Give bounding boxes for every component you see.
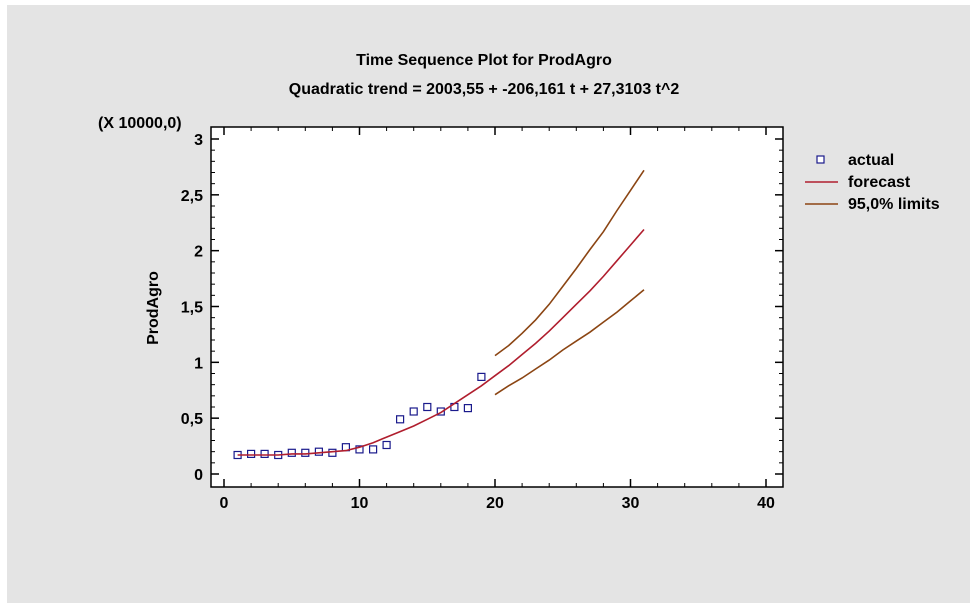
y-tick-label: 0 [194,467,203,484]
actual-point [301,448,310,457]
plot-area [210,126,784,488]
legend-marker [816,155,825,164]
y-tick-label: 2,5 [181,188,203,205]
x-tick-label: 40 [757,495,775,512]
actual-point [463,404,472,413]
actual-point [436,407,445,416]
chart-title: Time Sequence Plot for ProdAgro [356,52,612,69]
actual-point [423,402,432,412]
y-tick-label: 1,5 [181,300,203,317]
actual-point [369,445,378,454]
actual-point [247,449,256,458]
y-tick-label: 1 [194,355,203,372]
actual-point [382,440,391,450]
series-lower-limit-line [494,289,645,396]
legend-label: forecast [848,174,911,191]
actual-point [328,448,337,457]
x-tick-label: 20 [486,495,504,512]
x-tick-label: 30 [622,495,640,512]
actual-point [396,415,405,424]
legend: actual forecast 95,0% limits [805,152,940,213]
chart-subtitle: Quadratic trend = 2003,55 + -206,161 t +… [289,81,680,98]
actual-point [355,445,364,454]
y-tick-label: 2 [194,244,203,261]
series-95-0-limits-line [494,169,645,357]
y-axis-label: ProdAgro [145,271,162,345]
actual-point [287,448,296,457]
series-forecast-line [237,228,645,456]
y-multiplier-label: (X 10000,0) [98,115,182,132]
y-tick-label: 3 [194,132,203,149]
legend-label: actual [848,152,894,169]
y-tick-label: 0,5 [181,411,203,428]
actual-point [260,449,269,458]
actual-point [477,372,486,381]
x-tick-label: 0 [220,495,229,512]
actual-point [409,407,418,416]
x-tick-label: 10 [351,495,369,512]
actual-point [314,447,323,456]
legend-label: 95,0% limits [848,196,940,213]
axis-ticks: 0 10 20 30 40 0 0,5 1 1,5 2 2,5 3 [181,127,783,512]
series-layer [233,169,645,460]
